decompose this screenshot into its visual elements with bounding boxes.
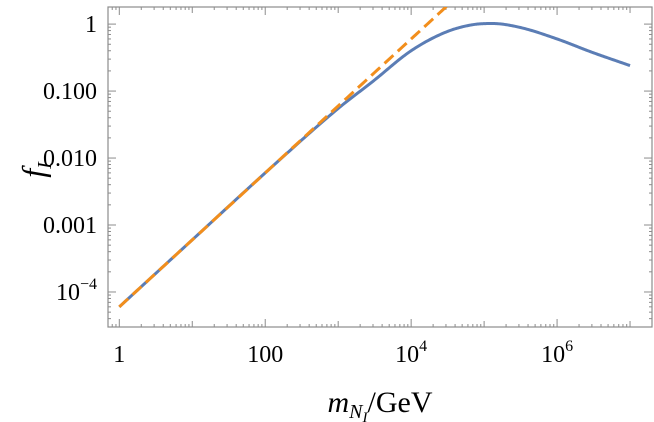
y-tick-label: 0.010 (43, 146, 97, 172)
x-tick-label-base: 10 (541, 342, 565, 368)
y-tick-label-exp: −4 (80, 276, 97, 293)
axis-ticks (107, 7, 653, 328)
x-tick-label-exp: 4 (419, 338, 427, 355)
y-tick-label: 0.100 (43, 79, 97, 105)
y-tick-label-base: 0.001 (43, 213, 97, 239)
x-tick-label: 1 (113, 342, 125, 368)
x-tick-label: 104 (395, 338, 427, 368)
x-axis-title-main: m (328, 386, 350, 419)
y-tick-label-base: 0.100 (43, 79, 97, 105)
x-tick-label-exp: 6 (565, 338, 573, 355)
y-tick-label-base: 10 (56, 280, 80, 306)
x-axis-title-unit: /GeV (368, 386, 433, 419)
x-tick-label-base: 1 (113, 342, 125, 368)
x-axis-title: mNI/GeV (328, 386, 433, 422)
x-tick-label-base: 10 (395, 342, 419, 368)
y-axis-title-sub: I (34, 161, 56, 170)
series-line-dashed (118, 7, 449, 308)
x-axis-title-sub: N (348, 401, 364, 422)
x-tick-label-base: 100 (247, 342, 283, 368)
x-tick-label: 106 (541, 338, 573, 368)
y-tick-label: 1 (85, 12, 97, 38)
series-line-solid (118, 22, 631, 308)
plot-frame (107, 6, 653, 328)
y-tick-label-base: 0.010 (43, 146, 97, 172)
x-axis-title-subsub: I (362, 410, 369, 422)
x-tick-label: 100 (247, 342, 283, 368)
y-tick-label: 10−4 (56, 276, 97, 306)
y-tick-label: 0.001 (43, 213, 97, 239)
y-tick-label-base: 1 (85, 12, 97, 38)
series-group (118, 7, 631, 308)
y-axis-title: fI (15, 161, 56, 178)
